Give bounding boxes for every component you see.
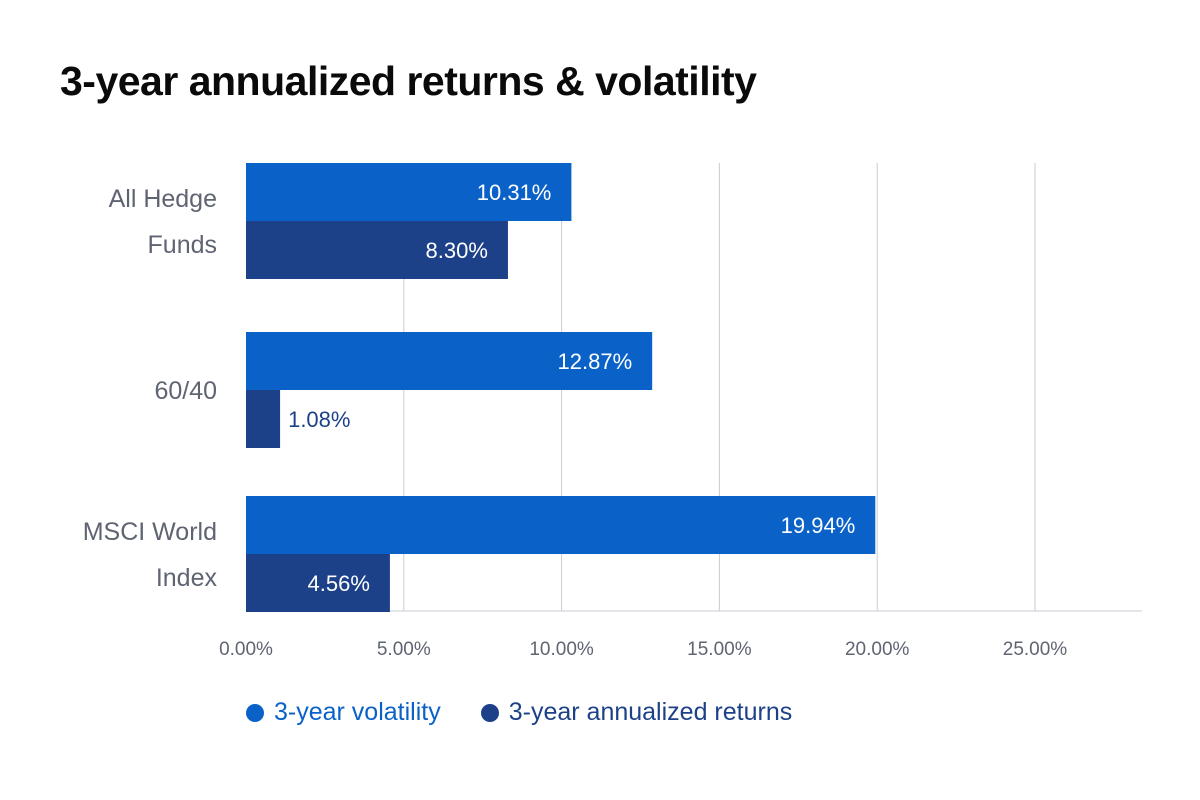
x-tick-label-1: 5.00% <box>377 639 431 660</box>
legend-item-returns: 3-year annualized returns <box>480 698 793 727</box>
bar-0-0 <box>246 163 572 221</box>
value-label-1-1: 1.08% <box>288 407 350 432</box>
legend: 3-year volatility 3-year annualized retu… <box>246 698 792 727</box>
bar-2-0 <box>246 496 876 554</box>
category-label-2-1: Index <box>156 564 218 592</box>
x-tick-label-5: 25.00% <box>1003 639 1068 660</box>
category-label-0-1: Funds <box>148 231 217 259</box>
value-label-0-0: 10.31% <box>477 180 552 205</box>
category-label-1-0: 60/40 <box>154 377 217 405</box>
bar-1-1 <box>246 390 281 448</box>
bar-1-0 <box>246 332 653 390</box>
legend-label-volatility: 3-year volatility <box>274 698 441 726</box>
legend-dot-returns <box>480 703 499 722</box>
bar-2-1 <box>246 554 390 612</box>
x-tick-label-2: 10.00% <box>529 639 594 660</box>
x-tick-label-3: 15.00% <box>687 639 752 660</box>
chart-title: 3-year annualized returns & volatility <box>60 58 757 104</box>
legend-dot-volatility <box>246 703 264 722</box>
value-label-2-1: 4.56% <box>308 571 370 596</box>
legend-item-volatility: 3-year volatility <box>246 698 441 727</box>
legend-label-returns: 3-year annualized returns <box>508 698 793 726</box>
x-tick-label-4: 20.00% <box>845 639 910 660</box>
value-label-0-1: 8.30% <box>426 238 488 263</box>
category-label-0-0: All Hedge <box>109 185 217 213</box>
value-label-1-0: 12.87% <box>558 349 633 374</box>
bar-0-1 <box>246 221 508 279</box>
category-label-2-0: MSCI World <box>83 518 217 546</box>
x-tick-label-0: 0.00% <box>219 639 273 660</box>
value-label-2-0: 19.94% <box>781 513 856 538</box>
